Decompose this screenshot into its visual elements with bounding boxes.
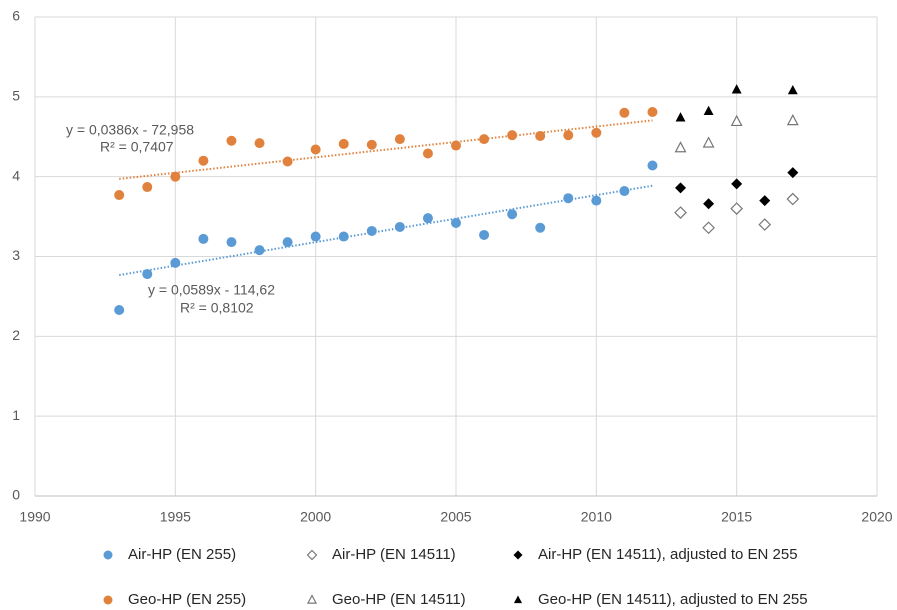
y-tick-label: 5 xyxy=(12,88,20,104)
point xyxy=(731,84,742,94)
point xyxy=(702,136,715,148)
point xyxy=(786,192,800,206)
point xyxy=(619,186,630,197)
point xyxy=(198,233,209,244)
point xyxy=(338,138,349,149)
point xyxy=(170,257,181,268)
x-tick-label: 1995 xyxy=(160,509,191,525)
point xyxy=(758,218,772,231)
legend-marker xyxy=(103,550,113,560)
y-tick-label: 3 xyxy=(12,247,20,263)
point xyxy=(170,171,181,182)
point xyxy=(535,130,546,141)
point xyxy=(198,155,209,166)
point xyxy=(479,134,490,145)
point xyxy=(647,107,658,118)
y-tick-label: 1 xyxy=(12,407,20,423)
point xyxy=(226,237,237,248)
x-tick-label: 1990 xyxy=(19,509,50,525)
point xyxy=(702,221,715,235)
point xyxy=(619,107,630,118)
y-tick-label: 4 xyxy=(12,167,20,183)
point xyxy=(394,134,405,145)
x-tick-label: 2020 xyxy=(861,509,892,525)
legend-marker xyxy=(513,595,523,604)
point xyxy=(703,105,714,116)
point xyxy=(254,245,265,256)
x-tick-label: 2005 xyxy=(440,509,471,525)
point xyxy=(591,195,602,206)
x-tick-label: 2000 xyxy=(300,509,331,525)
point xyxy=(675,182,687,194)
point xyxy=(254,138,265,149)
point xyxy=(759,195,771,207)
point xyxy=(142,269,153,280)
point xyxy=(114,304,125,315)
legend-label: Geo-HP (EN 14511) xyxy=(332,591,466,608)
legend-marker xyxy=(513,550,523,560)
point xyxy=(282,156,293,167)
legend-label: Geo-HP (EN 255) xyxy=(128,591,246,608)
trendline-equation: y = 0,0589x - 114,62 xyxy=(148,282,275,298)
y-tick-label: 0 xyxy=(12,487,20,503)
x-tick-label: 2015 xyxy=(721,509,752,525)
legend-marker xyxy=(306,549,318,561)
point xyxy=(674,206,687,219)
point xyxy=(535,222,546,233)
point xyxy=(647,160,658,171)
point xyxy=(507,130,518,141)
x-tick-label: 2010 xyxy=(581,509,612,525)
point xyxy=(366,139,377,150)
trendline xyxy=(119,119,653,180)
point xyxy=(422,148,433,159)
legend-label: Air-HP (EN 14511) xyxy=(332,546,456,563)
point xyxy=(142,182,153,193)
point xyxy=(675,112,686,122)
point xyxy=(563,130,574,141)
point xyxy=(282,237,293,248)
legend-marker xyxy=(103,595,113,605)
point xyxy=(310,231,321,242)
point xyxy=(394,221,405,232)
point xyxy=(731,178,743,190)
y-tick-label: 6 xyxy=(12,8,20,24)
point xyxy=(787,84,798,95)
trendline xyxy=(119,184,653,277)
point xyxy=(338,231,349,242)
point xyxy=(730,202,744,215)
point xyxy=(730,114,743,127)
point xyxy=(786,114,799,126)
point xyxy=(674,141,687,153)
legend-marker xyxy=(306,594,318,604)
point xyxy=(226,135,237,146)
trendline-r2: R² = 0,7407 xyxy=(100,139,174,155)
trendline-equation: y = 0,0386x - 72,958 xyxy=(66,122,194,138)
point xyxy=(591,127,602,138)
point xyxy=(563,193,574,204)
point xyxy=(451,217,461,228)
legend-label: Air-HP (EN 255) xyxy=(128,546,236,563)
point xyxy=(114,190,125,201)
point xyxy=(451,140,461,151)
legend-label: Air-HP (EN 14511), adjusted to EN 255 xyxy=(538,546,798,563)
point xyxy=(366,225,377,236)
point xyxy=(787,167,799,179)
legend-label: Geo-HP (EN 14511), adjusted to EN 255 xyxy=(538,591,808,608)
trendline-r2: R² = 0,8102 xyxy=(180,300,254,316)
point xyxy=(422,213,433,224)
point xyxy=(507,209,518,220)
y-tick-label: 2 xyxy=(12,327,20,343)
point xyxy=(479,229,490,240)
point xyxy=(310,144,321,155)
point xyxy=(703,198,715,210)
